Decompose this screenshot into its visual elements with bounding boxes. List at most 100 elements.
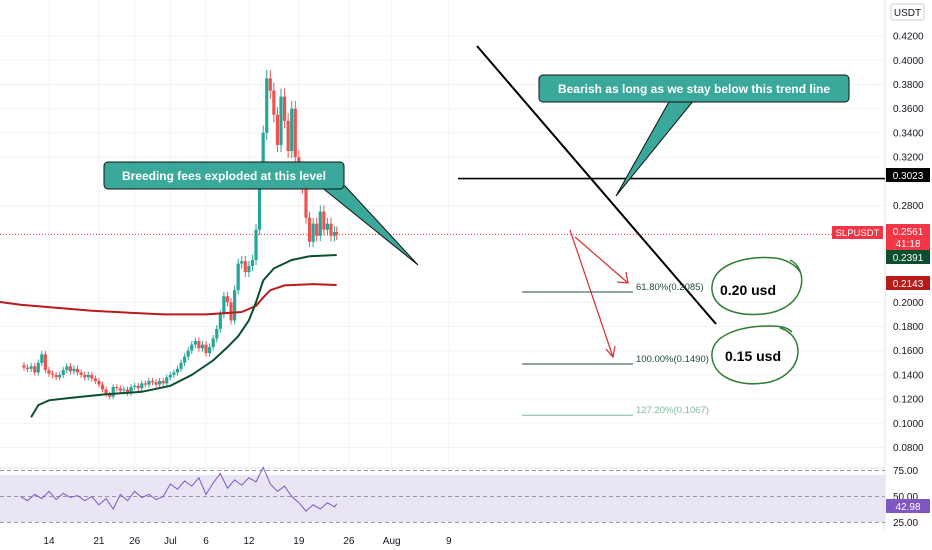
time-tick-label: 21 bbox=[93, 536, 105, 547]
arrow-2-head bbox=[605, 345, 616, 359]
candle-body bbox=[304, 187, 308, 218]
target-2-text: 0.15 usd bbox=[725, 348, 781, 364]
green-ma-badge: 0.2391 bbox=[886, 250, 930, 264]
candle-body bbox=[197, 341, 201, 349]
red-arrows bbox=[569, 229, 629, 359]
time-tick-label: 26 bbox=[343, 536, 355, 547]
time-axis[interactable]: 14 21 26 Jul 6 12 19 26 Aug 9 bbox=[43, 536, 452, 547]
price-tick-label: 0.1800 bbox=[893, 322, 924, 333]
price-tick-label: 0.1400 bbox=[893, 370, 924, 381]
candle-body bbox=[229, 302, 233, 321]
trend-line[interactable] bbox=[476, 45, 717, 325]
target-2[interactable]: 0.15 usd bbox=[711, 325, 799, 385]
candle-body bbox=[243, 261, 247, 273]
candle-body bbox=[290, 108, 294, 152]
candle-body bbox=[335, 232, 339, 235]
countdown-text: 41:18 bbox=[895, 239, 920, 250]
time-tick-label: 14 bbox=[43, 536, 55, 547]
current-price-text: 0.2561 bbox=[893, 227, 924, 238]
price-tick-label: 0.2800 bbox=[893, 201, 924, 212]
candle-body bbox=[122, 389, 126, 391]
candle-body bbox=[108, 394, 112, 397]
candle-body bbox=[204, 344, 208, 354]
candle-body bbox=[75, 368, 80, 373]
price-tick-label: 0.4200 bbox=[893, 32, 924, 43]
candle-body bbox=[65, 366, 69, 371]
candle-body bbox=[40, 354, 44, 363]
candle-body bbox=[72, 368, 76, 372]
arrow-1-shaft bbox=[574, 236, 629, 284]
candle-body bbox=[58, 374, 62, 378]
green-ma-line bbox=[30, 254, 337, 418]
candles bbox=[22, 70, 339, 400]
candle-body bbox=[332, 232, 337, 236]
bearish-callout-text: Bearish as long as we stay below this tr… bbox=[558, 82, 830, 96]
price-pane[interactable] bbox=[0, 0, 885, 465]
candle-body bbox=[322, 211, 326, 230]
candle-body bbox=[247, 266, 251, 273]
rsi-line bbox=[20, 466, 338, 512]
symbol-label[interactable]: SLPUSDT bbox=[832, 226, 883, 239]
fib-extension[interactable]: 61.80%(0.2085) 100.00%(0.1490) 127.20%(0.1… bbox=[522, 282, 709, 416]
currency-text: USDT bbox=[894, 8, 921, 19]
fib-label: 100.00%(0.1490) bbox=[636, 354, 709, 365]
red-ma-text: 0.2143 bbox=[893, 279, 924, 290]
candle-body bbox=[29, 366, 33, 369]
price-tick-label: 0.0800 bbox=[893, 443, 924, 454]
candle-body bbox=[183, 356, 187, 363]
time-tick-label: 19 bbox=[293, 536, 305, 547]
current-price-badge: 0.2561 41:18 bbox=[886, 224, 930, 250]
candle-body bbox=[129, 387, 133, 394]
candle-body bbox=[22, 365, 26, 368]
candle-body bbox=[104, 389, 108, 395]
rsi-tick-label: 75.00 bbox=[893, 466, 918, 477]
candle-body bbox=[250, 259, 255, 266]
candle-body bbox=[54, 374, 58, 378]
red-ma-line bbox=[0, 283, 337, 316]
candle-body bbox=[179, 362, 183, 369]
callout-breeding[interactable]: Breeding fees exploded at this level bbox=[103, 161, 419, 266]
price-tick-label: 0.3400 bbox=[893, 128, 924, 139]
time-tick-label: 26 bbox=[129, 536, 141, 547]
candle-body bbox=[261, 132, 265, 182]
rsi-tick-label: 50.00 bbox=[893, 492, 918, 503]
fib-label: 61.80%(0.2085) bbox=[636, 282, 704, 293]
candle-body bbox=[79, 372, 83, 375]
rsi-value-badge: 42.98 bbox=[886, 499, 930, 513]
candle-body bbox=[318, 211, 322, 236]
candle-body bbox=[133, 385, 137, 387]
candle-body bbox=[325, 223, 330, 230]
price-axis[interactable]: 0.4200 0.4000 0.3800 0.3600 0.3400 0.3200 0.28… bbox=[893, 32, 924, 529]
target-1-text: 0.20 usd bbox=[720, 282, 776, 298]
candle-body bbox=[47, 370, 51, 374]
line-price-text: 0.3023 bbox=[893, 171, 924, 182]
candle-body bbox=[43, 354, 47, 371]
breeding-callout-text: Breeding fees exploded at this level bbox=[122, 169, 326, 183]
candle-body bbox=[86, 374, 90, 378]
time-tick-label: 12 bbox=[243, 536, 255, 547]
candle-body bbox=[282, 96, 287, 121]
candle-body bbox=[25, 367, 30, 369]
arrow-1-head bbox=[616, 271, 629, 284]
candle-body bbox=[33, 366, 37, 373]
currency-label[interactable]: USDT bbox=[890, 3, 925, 21]
candle-body bbox=[143, 383, 147, 385]
time-tick-label: Aug bbox=[383, 536, 401, 547]
candle-body bbox=[329, 223, 333, 236]
candle-body bbox=[165, 377, 169, 384]
rsi-tick-label: 25.00 bbox=[893, 518, 918, 529]
candle-body bbox=[272, 90, 276, 115]
target-1[interactable]: 0.20 usd bbox=[711, 256, 803, 316]
candle-body bbox=[211, 338, 215, 348]
candle-body bbox=[97, 380, 101, 385]
candle-body bbox=[115, 387, 119, 389]
candle-body bbox=[190, 344, 194, 351]
time-tick-label: 6 bbox=[203, 536, 209, 547]
candle-body bbox=[279, 96, 283, 145]
line-price-badge: 0.3023 bbox=[886, 168, 930, 182]
moving-averages bbox=[0, 254, 337, 418]
callout-bearish[interactable]: Bearish as long as we stay below this tr… bbox=[538, 74, 850, 197]
candle-body bbox=[218, 314, 222, 329]
candle-body bbox=[90, 374, 94, 379]
